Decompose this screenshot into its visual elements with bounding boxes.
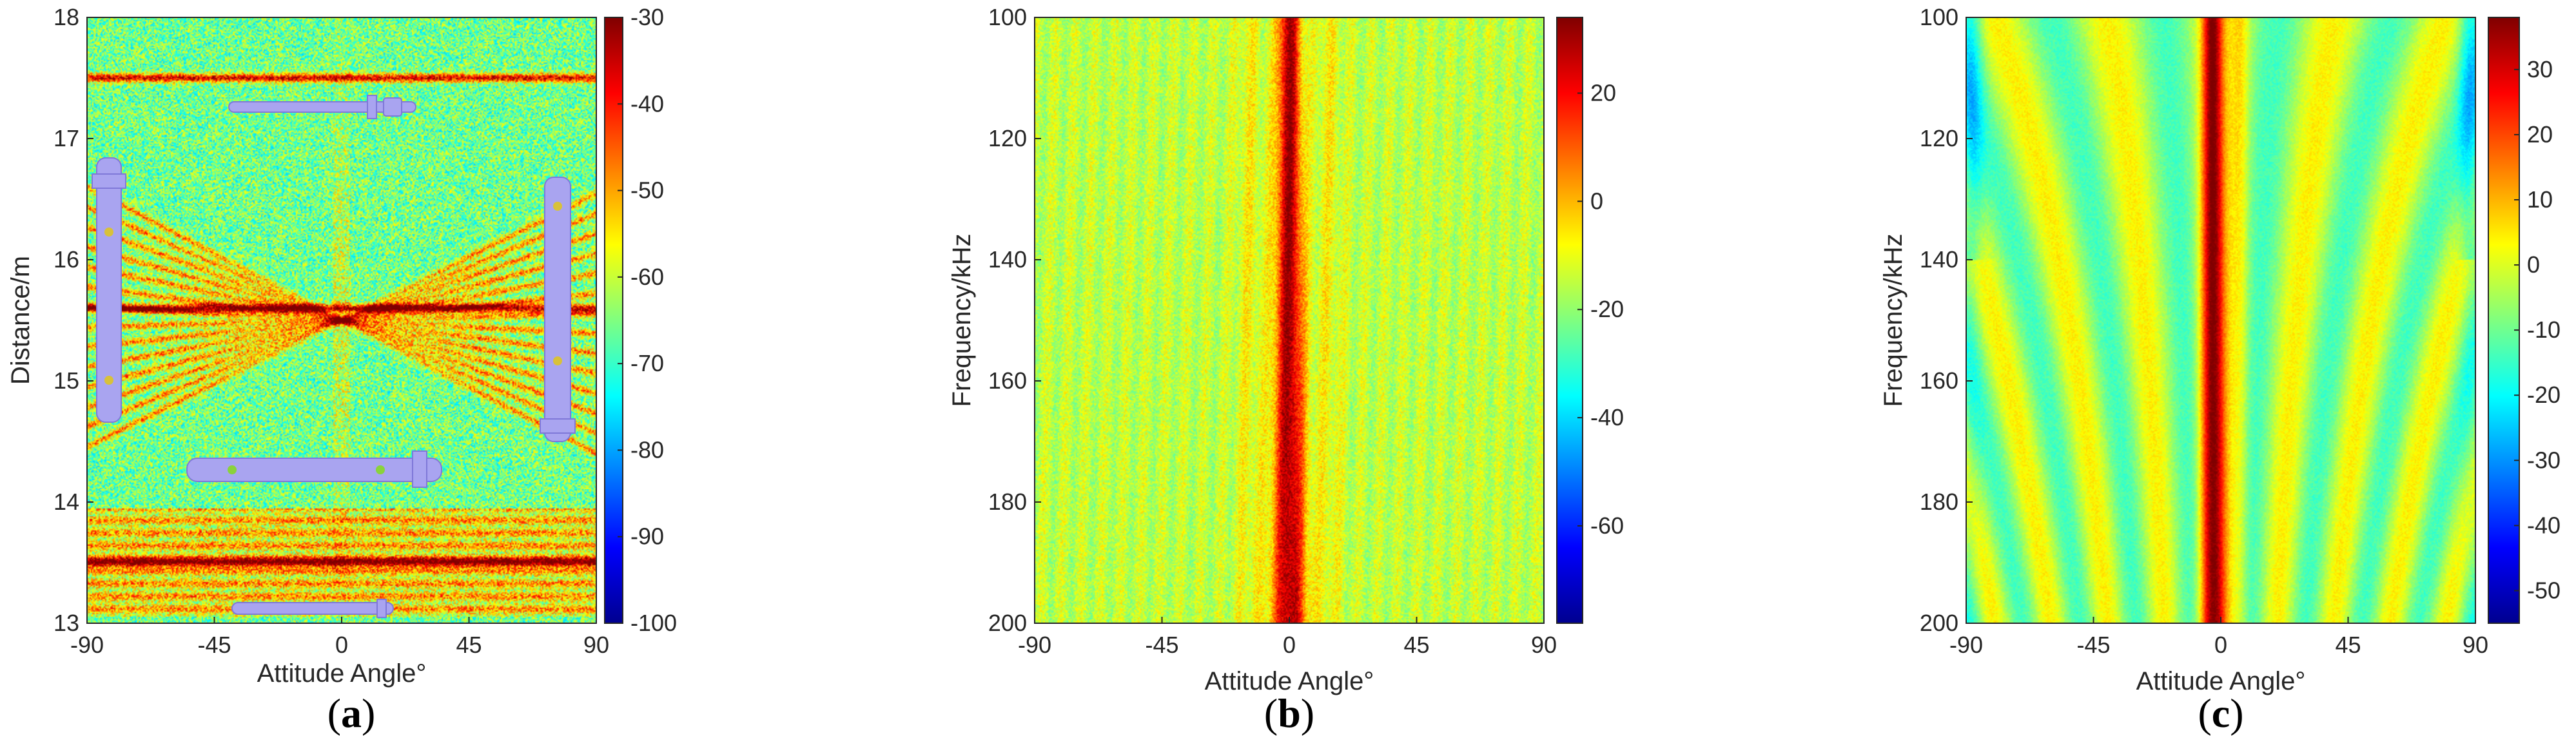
x-tick-label: -45 [197, 632, 231, 658]
y-tick-label: 120 [1920, 125, 1958, 151]
panel-label-b: (b) [1264, 690, 1314, 736]
y-axis-label-b: Frequency/kHz [948, 234, 976, 407]
x-axis-label-a: Attitude Angle° [257, 659, 427, 688]
colorbar-tick-label: -60 [1590, 512, 1624, 539]
y-ticks-b: 100 120 140 160 180 200 [988, 4, 1041, 636]
colorbar-tick-label: -40 [1590, 404, 1624, 431]
colorbar-tick-label: -60 [630, 264, 664, 290]
y-tick-label: 140 [1920, 246, 1958, 273]
colorbar-tick-label: 30 [2527, 56, 2553, 82]
x-axis-label-c: Attitude Angle° [2136, 667, 2306, 695]
y-tick-label: 160 [1920, 367, 1958, 394]
colorbar-c [2488, 17, 2520, 624]
x-tick-label: 90 [583, 632, 609, 658]
panel-a: -90 -45 0 45 90 13 14 15 16 17 18 Attitude Angle°… [6, 4, 677, 736]
y-tick-label: 100 [1920, 4, 1958, 30]
torpedo-middle-horizontal-icon [186, 450, 442, 488]
colorbar-tick-label: -20 [1590, 296, 1624, 322]
colorbar-tick-label: -100 [630, 610, 677, 636]
colorbar-ticks-b: 20 0 -20 -40 -60 [1577, 80, 1624, 539]
colorbar-tick-label: 20 [2527, 121, 2553, 148]
y-tick-label: 14 [54, 489, 79, 515]
x-ticks-c: -90 -45 0 45 90 [1949, 617, 2488, 658]
colorbar-tick-label: -50 [2527, 577, 2561, 603]
y-ticks-a: 13 14 15 16 17 18 [54, 4, 93, 636]
y-tick-label: 13 [54, 610, 79, 636]
torpedo-overlays [92, 95, 576, 618]
colorbar-tick-label: -90 [630, 523, 664, 550]
panel-label-a: (a) [327, 690, 376, 736]
colorbar-tick-label: -10 [2527, 316, 2561, 343]
colorbar-tick-label: -50 [630, 177, 664, 204]
y-tick-label: 160 [988, 367, 1027, 394]
x-tick-label: 45 [2335, 632, 2361, 658]
colorbar-tick-label: 20 [1590, 80, 1616, 106]
y-tick-label: 180 [1920, 489, 1958, 515]
y-ticks-c: 100 120 140 160 180 200 [1920, 4, 1973, 636]
x-tick-label: 90 [2463, 632, 2488, 658]
y-tick-label: 100 [988, 4, 1027, 30]
y-tick-label: 140 [988, 246, 1027, 273]
heatmap-a [87, 17, 596, 623]
y-tick-label: 16 [54, 246, 79, 273]
y-tick-label: 15 [54, 367, 79, 394]
x-tick-label: 0 [1283, 632, 1296, 658]
colorbar-tick-label: -30 [630, 4, 664, 30]
x-tick-label: 45 [1403, 632, 1429, 658]
torpedo-right-vertical-icon [540, 177, 576, 442]
colorbar-ticks-c: 30 20 10 0 -10 -20 -30 -40 -50 [2514, 56, 2561, 603]
colorbar-tick-label: -40 [2527, 512, 2561, 538]
colorbar-tick-label: 0 [2527, 251, 2540, 278]
panel-label-c: (c) [2198, 690, 2243, 736]
y-tick-label: 200 [988, 610, 1027, 636]
colorbar-b [1556, 17, 1583, 624]
colorbar-tick-label: 10 [2527, 186, 2553, 213]
colorbar-tick-label: -30 [2527, 447, 2561, 473]
x-ticks-a: -90 -45 0 45 90 [70, 617, 609, 658]
x-tick-label: -90 [70, 632, 104, 658]
x-ticks-b: -90 -45 0 45 90 [1018, 617, 1557, 658]
y-tick-label: 180 [988, 489, 1027, 515]
y-tick-label: 18 [54, 4, 79, 30]
torpedo-bottom-icon [231, 599, 394, 618]
x-tick-label: -90 [1018, 632, 1051, 658]
x-axis-label-b: Attitude Angle° [1205, 667, 1374, 695]
x-tick-label: 45 [456, 632, 482, 658]
x-tick-label: 0 [335, 632, 348, 658]
x-tick-label: -90 [1949, 632, 1983, 658]
x-tick-label: 0 [2214, 632, 2227, 658]
colorbar-a [604, 17, 623, 624]
x-tick-label: -45 [2076, 632, 2110, 658]
colorbar-tick-label: -40 [630, 90, 664, 117]
y-axis-label-a: Distance/m [6, 256, 35, 385]
colorbar-tick-label: -70 [630, 350, 664, 376]
x-tick-label: 90 [1531, 632, 1557, 658]
heatmap-c [1966, 17, 2475, 623]
colorbar-tick-label: -80 [630, 436, 664, 463]
torpedo-top-icon [228, 95, 416, 119]
y-tick-label: 120 [988, 125, 1027, 151]
colorbar-tick-label: 0 [1590, 188, 1603, 214]
y-tick-label: 17 [54, 125, 79, 151]
colorbar-tick-label: -20 [2527, 382, 2561, 408]
y-tick-label: 200 [1920, 610, 1958, 636]
y-axis-label-c: Frequency/kHz [1879, 234, 1908, 407]
x-tick-label: -45 [1145, 632, 1178, 658]
colorbar-ticks-a: -30 -40 -50 -60 -70 -80 -90 -100 [618, 4, 677, 636]
torpedo-left-vertical-icon [92, 157, 126, 423]
heatmap-b [1035, 17, 1544, 623]
